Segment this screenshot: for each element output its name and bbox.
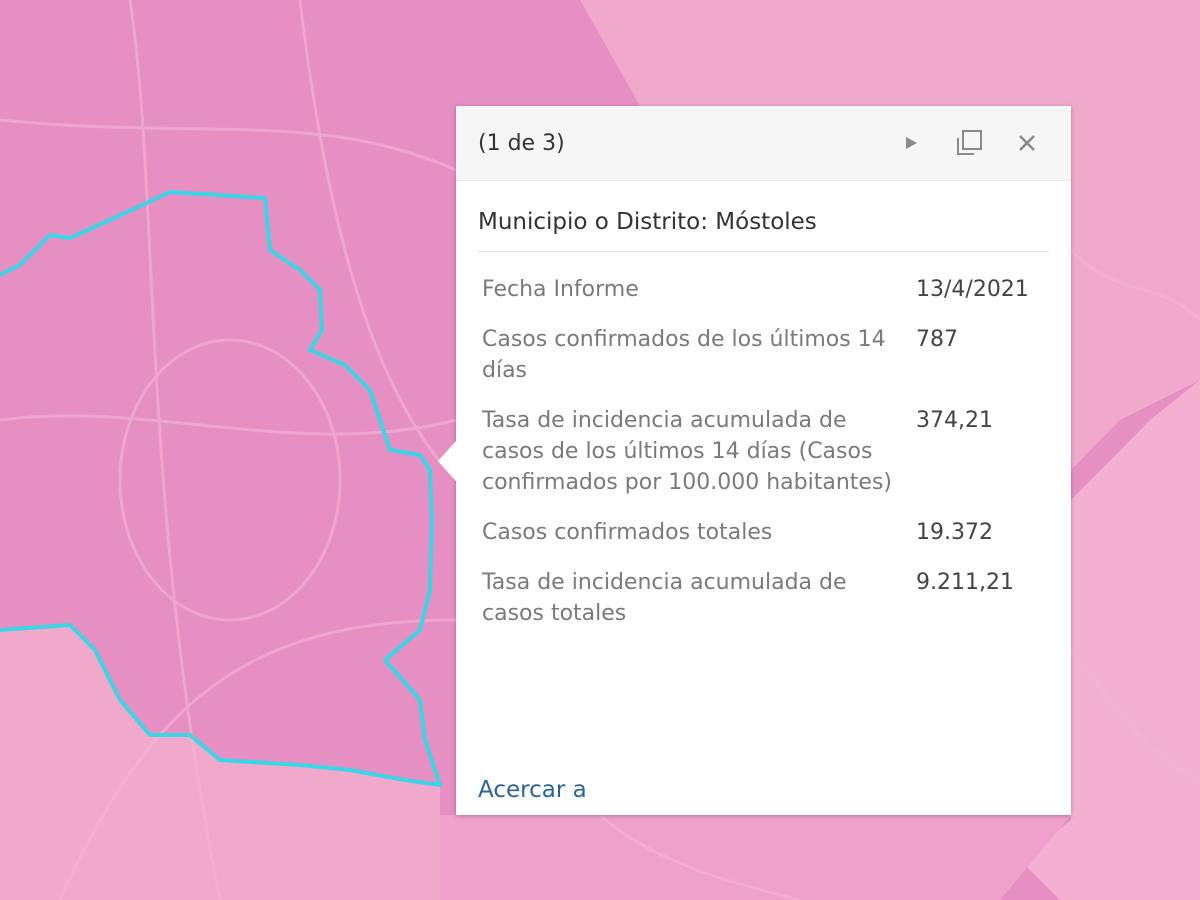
feature-popup: (1 de 3) Municipio o Distrito: Móstoles … xyxy=(438,106,1071,815)
field-label: Tasa de incidencia acumulada de casos de… xyxy=(482,408,892,495)
table-row: Casos confirmados de los últimos 14 días… xyxy=(478,324,1049,405)
field-label: Casos confirmados de los últimos 14 días xyxy=(482,327,886,383)
map-light-region xyxy=(580,0,1200,470)
field-value: 13/4/2021 xyxy=(916,277,1029,302)
zoom-to-link[interactable]: Acercar a xyxy=(478,777,587,803)
play-icon xyxy=(906,137,917,149)
dock-icon xyxy=(957,130,982,155)
close-button[interactable] xyxy=(1005,121,1049,165)
popup-title: Municipio o Distrito: Móstoles xyxy=(478,181,1049,252)
field-value: 9.211,21 xyxy=(916,570,1014,595)
map-light-region xyxy=(440,815,1071,900)
table-row: Tasa de incidencia acumulada de casos de… xyxy=(478,405,1049,517)
popup-header: (1 de 3) xyxy=(456,106,1071,181)
table-row: Casos confirmados totales 19.372 xyxy=(478,517,1049,567)
table-row: Fecha Informe 13/4/2021 xyxy=(478,274,1049,324)
field-value: 19.372 xyxy=(916,520,993,545)
municipality-boundary[interactable] xyxy=(0,190,442,787)
field-label: Tasa de incidencia acumulada de casos to… xyxy=(482,570,847,626)
field-value: 374,21 xyxy=(916,408,993,433)
dock-button[interactable] xyxy=(947,121,991,165)
popup-pointer xyxy=(438,441,456,481)
map-light-region xyxy=(0,625,440,900)
attribute-table: Fecha Informe 13/4/2021 Casos confirmados… xyxy=(478,274,1049,648)
feature-counter: (1 de 3) xyxy=(478,130,565,156)
map-light-region xyxy=(1020,380,1200,900)
table-row: Tasa de incidencia acumulada de casos to… xyxy=(478,567,1049,648)
next-feature-button[interactable] xyxy=(889,121,933,165)
close-icon xyxy=(1019,135,1035,151)
field-label: Fecha Informe xyxy=(482,277,639,302)
field-value: 787 xyxy=(916,327,958,352)
field-label: Casos confirmados totales xyxy=(482,520,773,545)
